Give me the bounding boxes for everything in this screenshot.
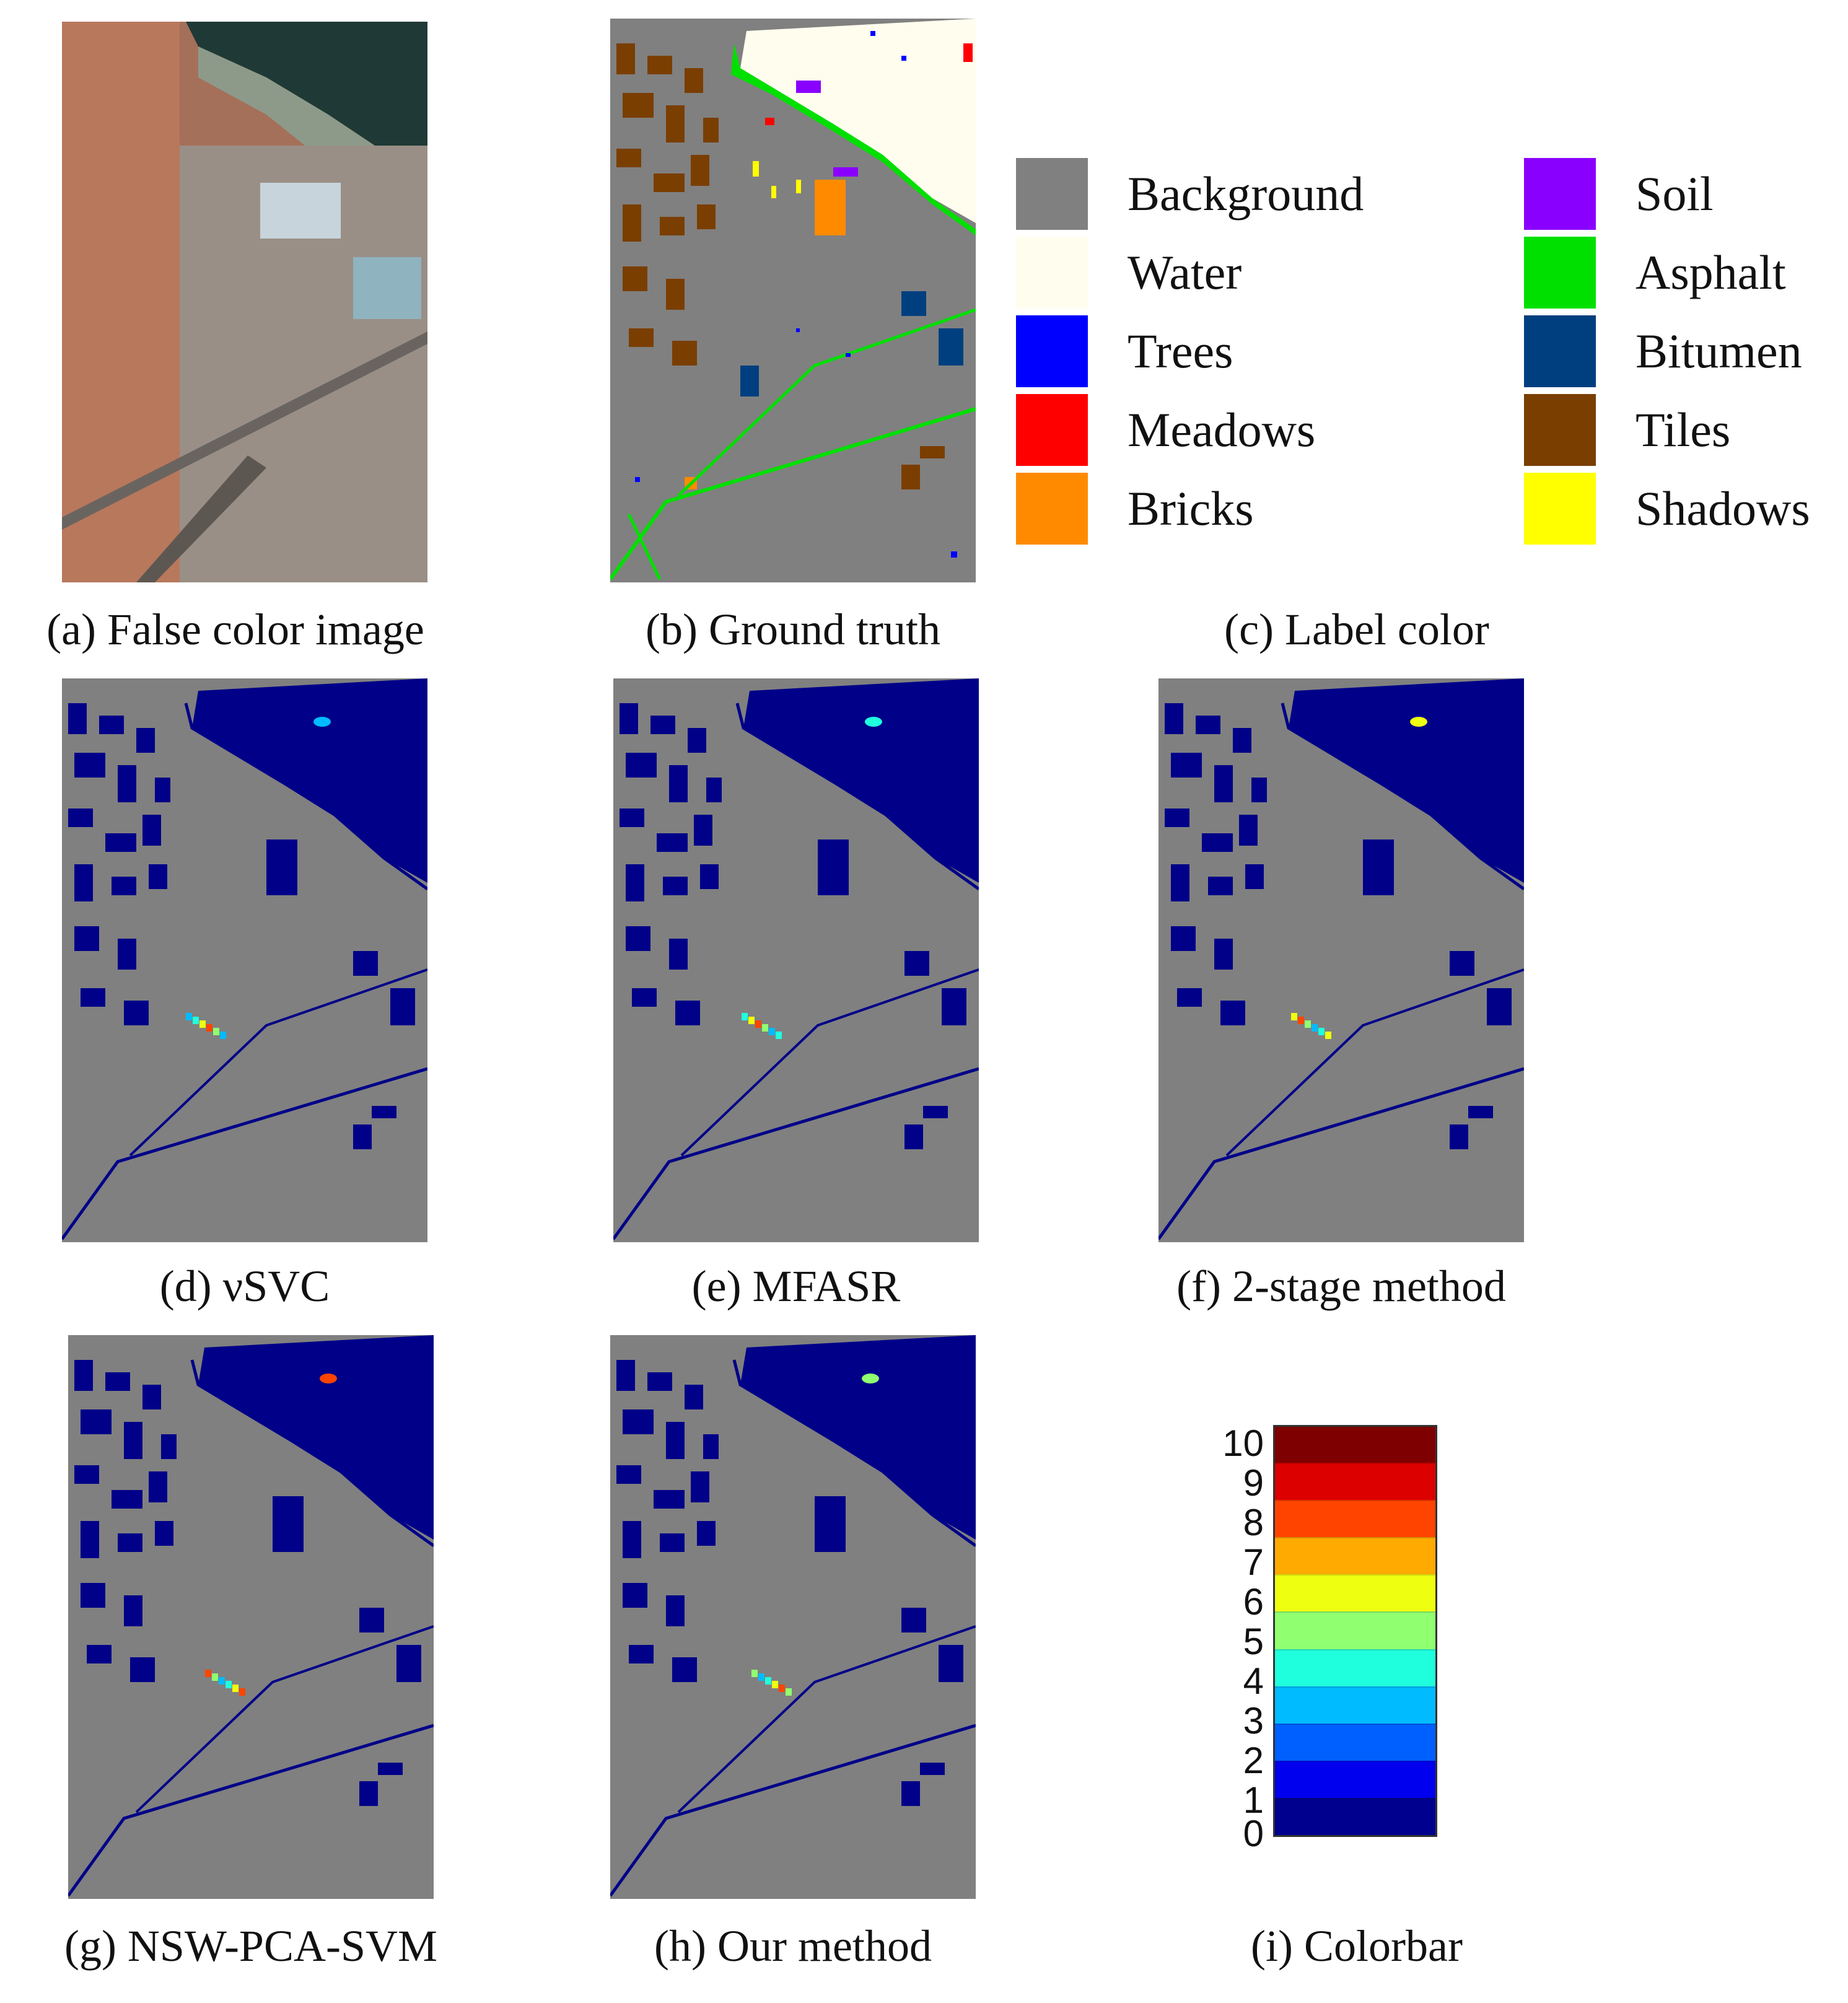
colorbar-tick: 8 — [1243, 1502, 1264, 1543]
legend-swatch — [1016, 158, 1088, 230]
colorbar — [1273, 1425, 1437, 1837]
legend-label: Meadows — [1128, 403, 1316, 457]
colorbar-tick: 3 — [1243, 1700, 1264, 1742]
legend-swatch — [1524, 394, 1596, 466]
colorbar-segment — [1275, 1686, 1435, 1724]
colorbar-segment — [1275, 1500, 1435, 1538]
colorbar-tick: 9 — [1243, 1462, 1264, 1504]
error-map-mfasr — [613, 678, 979, 1242]
caption-e: (e) MFASR — [691, 1261, 901, 1311]
colorbar-segment — [1275, 1611, 1435, 1649]
legend-label: Shadows — [1636, 481, 1810, 535]
colorbar-tick: 0 — [1243, 1813, 1264, 1854]
colorbar-segment — [1275, 1649, 1435, 1686]
legend-label: Bitumen — [1636, 324, 1802, 378]
legend-label: Water — [1128, 245, 1242, 299]
error-map-2-stage — [1158, 678, 1524, 1242]
colorbar-ticks: 10 9 8 7 6 5 4 3 2 1 0 — [1196, 1422, 1264, 1852]
legend-swatch — [1524, 315, 1596, 387]
legend-label: Trees — [1128, 324, 1233, 378]
colorbar-tick: 4 — [1243, 1660, 1264, 1702]
false-color-image — [62, 22, 427, 582]
caption-d: (d) νSVC — [159, 1261, 330, 1311]
caption-h: (h) Our method — [654, 1921, 932, 1971]
caption-f: (f) 2-stage method — [1176, 1261, 1506, 1311]
legend-label: Soil — [1636, 167, 1714, 221]
colorbar-segment — [1275, 1463, 1435, 1501]
colorbar-segment — [1275, 1760, 1435, 1798]
colorbar-tick: 6 — [1243, 1581, 1264, 1623]
label-color-legend: Background Water Trees Meadows Bricks So… — [1016, 158, 1840, 554]
legend-swatch — [1016, 237, 1088, 309]
legend-swatch — [1524, 237, 1596, 309]
error-map-nusvc — [62, 678, 427, 1242]
colorbar-segment — [1275, 1574, 1435, 1612]
legend-label: Asphalt — [1636, 245, 1786, 299]
legend-swatch — [1524, 473, 1596, 545]
colorbar-segment — [1275, 1723, 1435, 1761]
legend-swatch — [1016, 473, 1088, 545]
caption-a: (a) False color image — [46, 605, 424, 654]
colorbar-tick: 7 — [1243, 1541, 1264, 1583]
legend-label: Background — [1128, 167, 1364, 221]
caption-g: (g) NSW-PCA-SVM — [64, 1921, 438, 1971]
colorbar-tick: 2 — [1243, 1740, 1264, 1781]
legend-swatch — [1524, 158, 1596, 230]
colorbar-tick: 1 — [1243, 1779, 1264, 1821]
colorbar-tick: 5 — [1243, 1621, 1264, 1662]
caption-i: (i) Colorbar — [1251, 1921, 1463, 1971]
error-map-our-method — [610, 1335, 976, 1899]
legend-label: Tiles — [1636, 403, 1731, 457]
colorbar-segment — [1275, 1427, 1435, 1463]
legend-label: Bricks — [1128, 481, 1254, 535]
colorbar-segment — [1275, 1797, 1435, 1836]
caption-b: (b) Ground truth — [646, 605, 940, 654]
legend-swatch — [1016, 394, 1088, 466]
error-map-nsw-pca-svm — [68, 1335, 434, 1899]
colorbar-tick: 10 — [1222, 1422, 1264, 1464]
ground-truth-map — [610, 19, 976, 582]
legend-swatch — [1016, 315, 1088, 387]
colorbar-segment — [1275, 1537, 1435, 1575]
caption-c: (c) Label color — [1224, 605, 1489, 654]
